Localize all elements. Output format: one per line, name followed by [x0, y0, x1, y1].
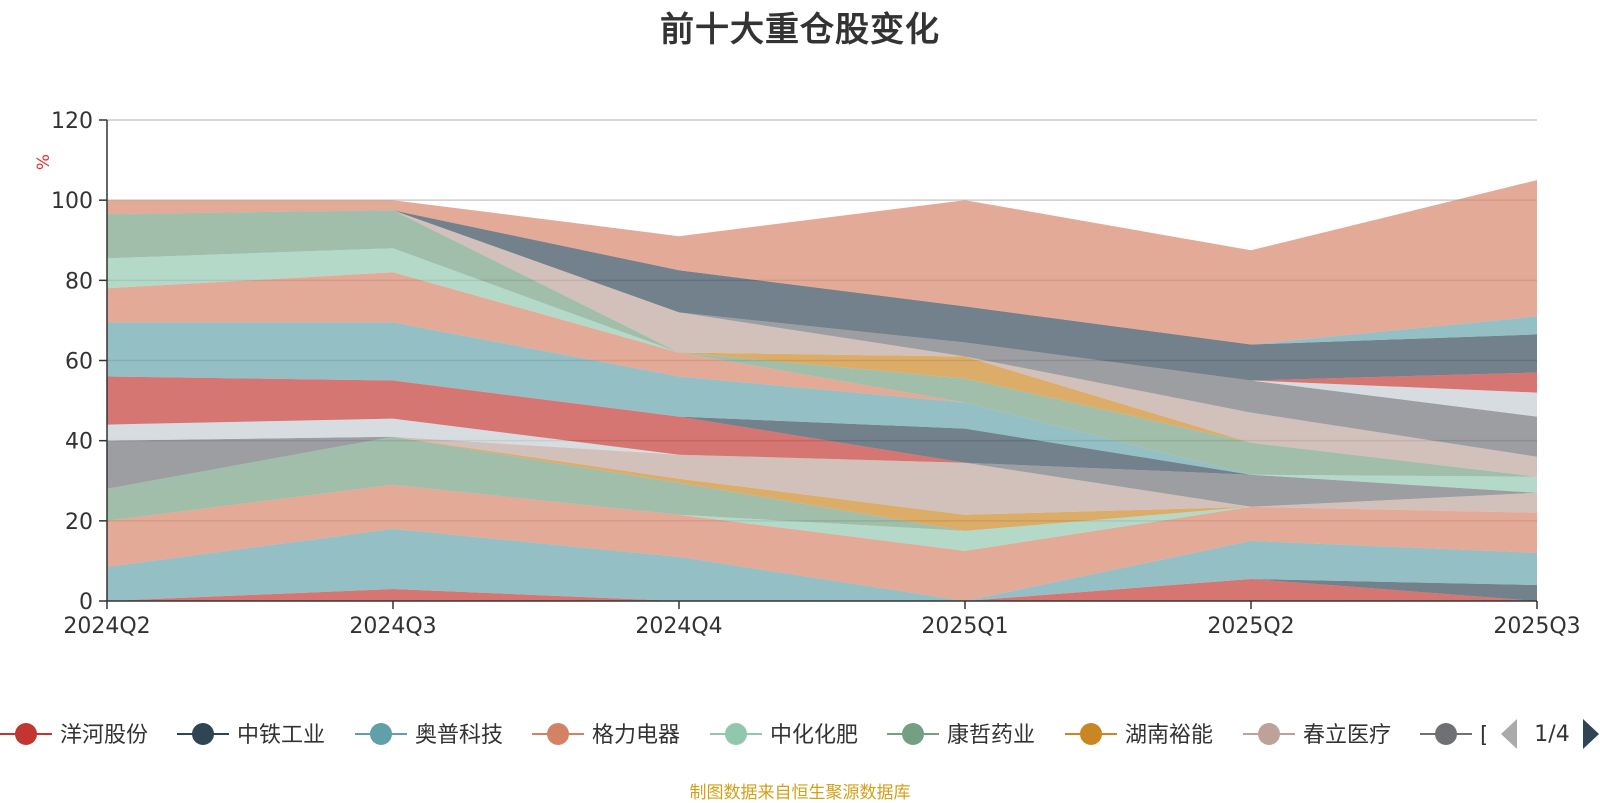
legend-label: 康哲药业: [947, 723, 1035, 748]
legend-marker: [1258, 723, 1280, 745]
legend-item[interactable]: [: [1420, 723, 1489, 748]
legend-label: 春立医疗: [1303, 723, 1391, 748]
legend-item[interactable]: 奥普科技: [355, 723, 503, 748]
legend-marker: [1080, 723, 1102, 745]
legend-item[interactable]: 康哲药业: [887, 723, 1035, 748]
legend-label: 格力电器: [592, 723, 680, 748]
legend-item[interactable]: 湖南裕能: [1065, 723, 1213, 748]
y-axis-name: %: [34, 154, 54, 170]
legend-item[interactable]: 中化化肥: [710, 723, 858, 748]
legend-marker: [15, 723, 37, 745]
area-series: [107, 180, 1537, 601]
y-tick-label: 40: [65, 430, 93, 455]
y-tick-label: 120: [51, 109, 93, 134]
area-series: [107, 248, 1537, 493]
data-source-credit: 制图数据来自恒生聚源数据库: [689, 783, 911, 803]
x-tick-label: 2025Q3: [1493, 614, 1580, 639]
area-series: [107, 484, 1537, 601]
legend-label: 中化化肥: [770, 723, 858, 748]
area-series: [107, 436, 1537, 515]
legend-next-icon[interactable]: [1583, 719, 1599, 749]
area-series: [107, 528, 1537, 601]
area-series: [107, 376, 1537, 493]
y-tick-label: 20: [65, 510, 93, 535]
area-series: [107, 210, 1537, 477]
legend-marker: [902, 723, 924, 745]
legend-label: [: [1480, 723, 1489, 748]
legend-page-indicator: 1/4: [1534, 722, 1569, 747]
legend-label: 洋河股份: [60, 723, 148, 748]
area-series: [107, 210, 1537, 477]
y-tick-label: 60: [65, 350, 93, 375]
legend-marker: [725, 723, 747, 745]
legend-marker: [547, 723, 569, 745]
legend-marker: [1435, 723, 1457, 745]
legend-label: 中铁工业: [237, 723, 325, 748]
legend-item[interactable]: 中铁工业: [177, 723, 325, 748]
x-tick-label: 2024Q3: [349, 614, 436, 639]
area-series: [107, 180, 1537, 345]
area-series: [107, 436, 1537, 507]
y-tick-label: 0: [79, 590, 93, 615]
x-tick-label: 2025Q1: [921, 614, 1008, 639]
area-series: [107, 418, 1537, 493]
area-series: [107, 436, 1537, 531]
legend-item[interactable]: 洋河股份: [0, 723, 148, 748]
area-series: [107, 272, 1537, 493]
legend-prev-icon[interactable]: [1501, 719, 1517, 749]
y-tick-label: 100: [51, 189, 93, 214]
legend-item[interactable]: 春立医疗: [1243, 723, 1391, 748]
legend: 洋河股份 中铁工业 奥普科技 格力电器 中化化肥 康哲药业 湖南裕能 春立医疗 [1/4: [0, 700, 1600, 770]
legend-marker: [192, 723, 214, 745]
legend-label: 奥普科技: [415, 723, 503, 748]
area-series: [107, 210, 1537, 417]
legend-item[interactable]: 格力电器: [532, 723, 680, 748]
x-tick-label: 2025Q2: [1207, 614, 1294, 639]
area-series: [107, 210, 1537, 457]
area-series: [107, 210, 1537, 345]
x-tick-label: 2024Q2: [63, 614, 150, 639]
y-tick-label: 80: [65, 269, 93, 294]
axes: 0 20 40 60 80 100 120 2024Q2 2024Q3 2024Q4 2025Q1 2…: [34, 109, 1581, 639]
legend-marker: [370, 723, 392, 745]
x-tick-label: 2024Q4: [635, 614, 722, 639]
area-series: [107, 210, 1537, 381]
legend-label: 湖南裕能: [1125, 723, 1213, 748]
chart-title: 前十大重仓股变化: [660, 10, 940, 50]
area-series: [107, 322, 1537, 493]
area-series: [107, 376, 1537, 493]
